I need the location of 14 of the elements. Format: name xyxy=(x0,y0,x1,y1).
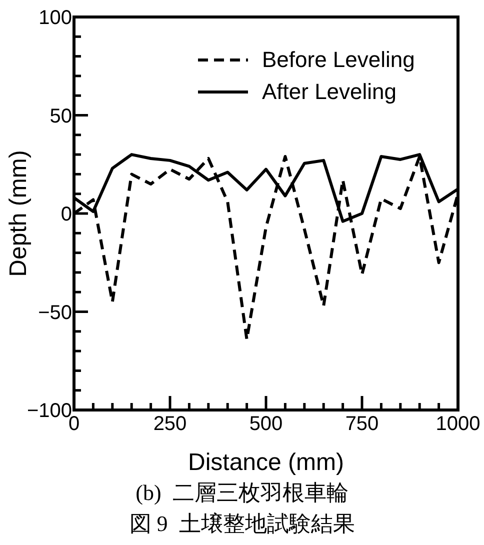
y-tick-label: −50 xyxy=(38,302,72,324)
y-tick-label: 50 xyxy=(50,105,72,128)
legend-label: Before Leveling xyxy=(262,47,415,72)
x-tick-label: 1000 xyxy=(436,413,480,435)
caption: 図 9 土壌整地試験結果 xyxy=(129,511,355,536)
y-tick-label: 0 xyxy=(60,204,72,226)
y-axis-title: Depth (mm) xyxy=(5,150,32,277)
x-tick-label: 500 xyxy=(249,413,283,435)
x-tick-label: 250 xyxy=(153,413,187,435)
x-axis-title: Distance (mm) xyxy=(188,449,344,476)
legend-label: After Leveling xyxy=(262,79,397,104)
x-tick-label: 750 xyxy=(345,413,379,435)
y-tick-label: 100 xyxy=(38,7,72,29)
text: (b) 二層三枚羽根車輪 xyxy=(136,480,348,505)
